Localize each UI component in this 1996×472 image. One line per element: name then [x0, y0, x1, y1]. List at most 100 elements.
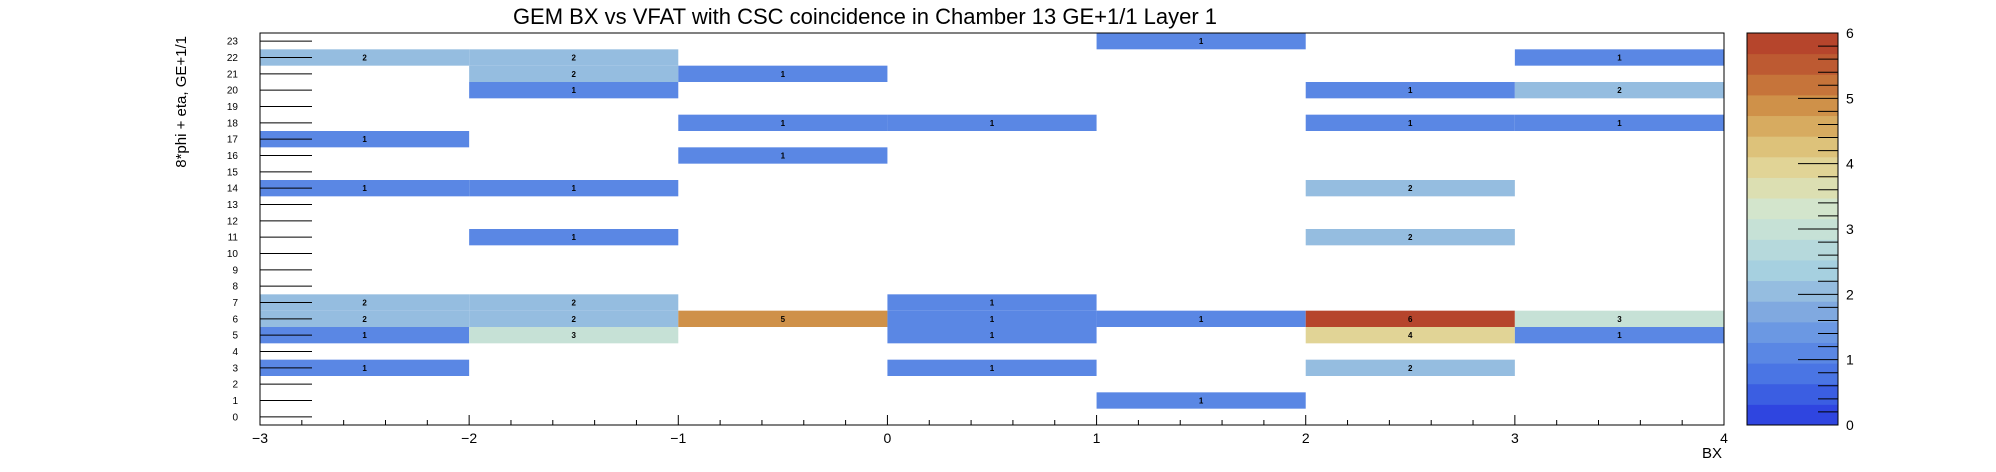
heatmap-cell	[1096, 33, 1306, 50]
cell-value-label: 1	[571, 86, 576, 95]
heatmap-cell	[1305, 82, 1515, 99]
color-scale-tick-label: 6	[1846, 25, 1854, 41]
y-tick-label: 5	[232, 331, 238, 342]
color-scale-tick-label: 4	[1846, 156, 1854, 172]
color-scale-tick-label: 3	[1846, 221, 1854, 237]
cell-value-label: 1	[781, 152, 786, 161]
x-tick-label: 2	[1302, 430, 1310, 446]
y-tick-label: 9	[232, 265, 238, 276]
color-scale-segment	[1747, 115, 1838, 137]
heatmap-cell	[887, 359, 1097, 376]
y-axis-title: 8*phi + eta, GE+1/1	[173, 36, 190, 168]
cell-value-label: 1	[362, 135, 367, 144]
cell-value-label: 3	[571, 331, 576, 340]
y-tick-label: 14	[227, 184, 239, 195]
color-scale-segment	[1747, 156, 1838, 178]
cell-value-label: 4	[1408, 331, 1413, 340]
y-tick-label: 8	[232, 282, 238, 293]
plot-frame	[259, 32, 1725, 426]
cell-value-label: 1	[990, 315, 995, 324]
color-scale-segment	[1747, 198, 1838, 220]
heatmap-cell	[1514, 82, 1724, 99]
color-scale-segment	[1747, 136, 1838, 158]
x-tick-label: 4	[1720, 430, 1728, 446]
heatmap-cell	[1305, 114, 1515, 131]
cell-value-label: 1	[362, 331, 367, 340]
y-tick-label: 20	[227, 86, 239, 97]
color-scale-tick-label: 1	[1846, 352, 1854, 368]
heatmap-cell	[1305, 180, 1515, 197]
cell-value-label: 2	[1408, 233, 1413, 242]
heatmap-cell	[1305, 359, 1515, 376]
y-tick-label: 15	[227, 167, 239, 178]
color-scale-tick-label: 2	[1846, 286, 1854, 302]
heatmap-cells	[260, 33, 1724, 409]
cell-value-label: 2	[571, 315, 576, 324]
color-scale-segment	[1747, 259, 1838, 282]
cell-value-label: 2	[1408, 364, 1413, 373]
y-tick-label: 1	[232, 396, 238, 407]
x-tick-label: 3	[1511, 430, 1519, 446]
cell-value-label: 2	[571, 54, 576, 63]
heatmap-cell	[260, 180, 470, 197]
heatmap-cell	[469, 49, 679, 66]
color-scale-segment	[1747, 280, 1838, 302]
y-tick-label: 7	[232, 298, 238, 309]
heatmap-cell	[1305, 310, 1515, 327]
x-tick-label: −1	[670, 430, 686, 446]
cell-value-label: 1	[990, 364, 995, 373]
heatmap-cell	[469, 229, 679, 246]
heatmap-cell	[887, 294, 1097, 311]
y-tick-label: 23	[227, 37, 239, 48]
cell-value-label: 2	[362, 54, 367, 63]
heatmap-cell	[1514, 49, 1724, 66]
heatmap-cell	[260, 131, 470, 148]
heatmap-cell	[260, 49, 470, 66]
y-tick-label: 13	[227, 200, 239, 211]
cell-value-label: 1	[571, 184, 576, 193]
cell-value-label: 1	[1617, 331, 1622, 340]
cell-value-label: 1	[1408, 119, 1413, 128]
y-tick-label: 6	[232, 314, 238, 325]
heatmap-cell	[469, 65, 679, 82]
heatmap-cell	[1096, 310, 1306, 327]
heatmap-cell	[678, 114, 888, 131]
heatmap-cell	[678, 65, 888, 82]
cell-value-label: 2	[1408, 184, 1413, 193]
color-scale-segment	[1747, 74, 1838, 96]
color-scale-segment	[1747, 33, 1838, 55]
cell-value-label: 1	[1199, 397, 1204, 406]
heatmap-cell	[1305, 327, 1515, 344]
y-tick-label: 10	[227, 249, 239, 260]
color-scale-segment	[1747, 342, 1838, 364]
cell-value-label: 1	[571, 233, 576, 242]
heatmap-cell	[887, 310, 1097, 327]
heatmap-cell	[678, 147, 888, 164]
cell-value-label: 1	[990, 331, 995, 340]
y-tick-label: 3	[232, 363, 238, 374]
heatmap-cell	[260, 359, 470, 376]
y-tick-label: 18	[227, 118, 239, 129]
x-axis: −3 −2 −1 0 1 2 3 4	[252, 415, 1728, 446]
color-scale-segment	[1747, 363, 1838, 385]
heatmap-cell	[260, 294, 470, 311]
cell-value-label: 1	[1199, 315, 1204, 324]
heatmap-cell	[678, 310, 888, 327]
cell-value-label: 1	[1199, 37, 1204, 46]
cell-value-label: 2	[362, 299, 367, 308]
heatmap-cell	[469, 82, 679, 99]
heatmap-cell	[887, 327, 1097, 344]
heatmap-cell	[260, 310, 470, 327]
heatmap-cell	[260, 327, 470, 344]
color-scale-segment	[1747, 239, 1838, 261]
heatmap-cell	[469, 180, 679, 197]
color-scale-segment	[1747, 218, 1838, 240]
color-scale: 0 1 2 3 4 5 6	[1746, 25, 1854, 433]
cell-value-label: 1	[1408, 86, 1413, 95]
y-tick-label: 2	[232, 380, 238, 391]
heatmap-cell	[1514, 310, 1724, 327]
heatmap-cell	[469, 294, 679, 311]
x-tick-label: −3	[252, 430, 268, 446]
